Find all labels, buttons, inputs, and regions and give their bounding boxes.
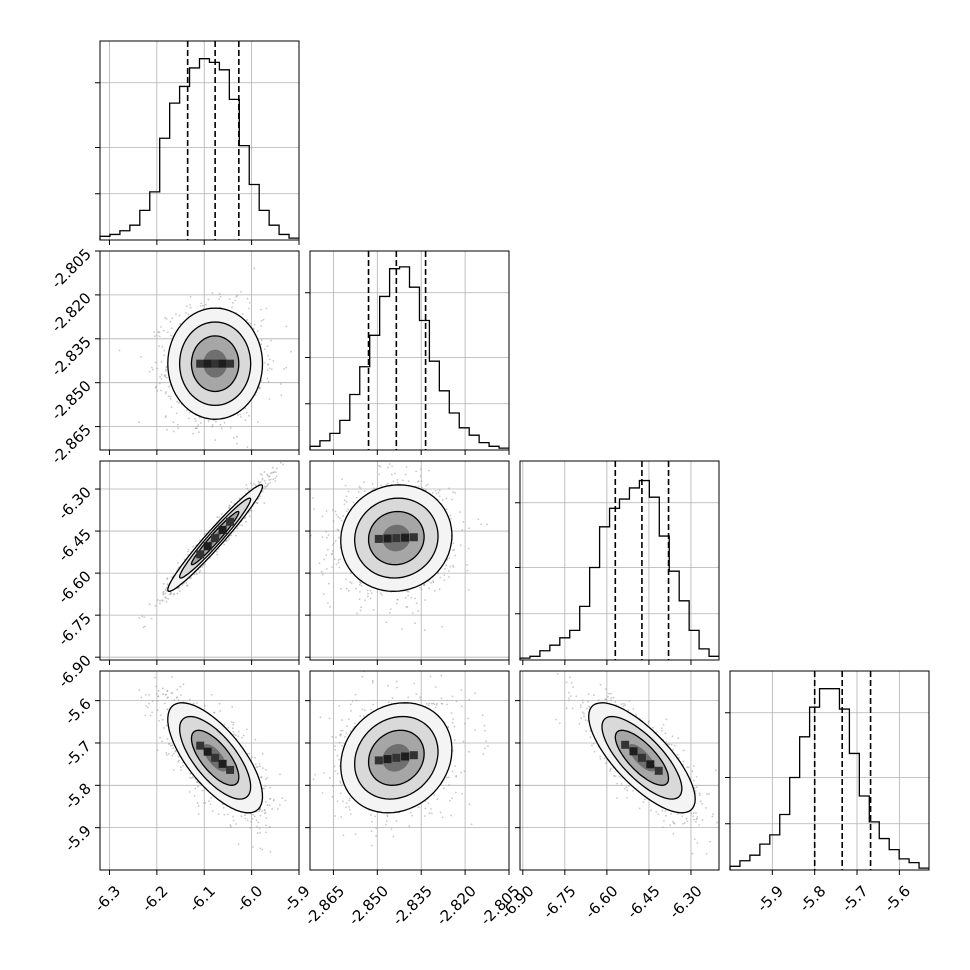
y-tick-label: -5.7 <box>61 737 94 770</box>
x-tick-label: -6.30 <box>666 882 706 922</box>
x-tick-label: -6.75 <box>539 882 579 922</box>
panel-frame <box>99 40 300 241</box>
panel-frame <box>729 670 930 871</box>
scatter-content <box>100 461 299 660</box>
x-tick-label: -6.60 <box>581 882 621 922</box>
scatter-content <box>100 671 299 870</box>
x-tick-label: -6.1 <box>186 882 219 915</box>
panel-frame <box>309 460 510 661</box>
density-core <box>196 741 235 774</box>
y-tick-label: -6.30 <box>55 483 95 523</box>
histogram-panel-p4: -5.9 -5.8 -5.7 -5.6 <box>725 670 930 915</box>
y-tick-label: -6.90 <box>55 651 95 691</box>
density-core <box>196 359 235 368</box>
panel-frame <box>99 250 300 451</box>
scatter-panel-p1-p4: -6.3 -6.2 -6.1 -6.0 -5.9-5.9-5.8-5.7-5.6 <box>61 670 314 915</box>
scatter-content <box>310 671 509 870</box>
histogram-step-line <box>309 266 509 450</box>
x-tick-label: -5.9 <box>754 882 787 915</box>
scatter-content <box>520 671 719 870</box>
y-tick-label: -2.865 <box>48 421 95 468</box>
x-tick-label: -5.8 <box>796 882 829 915</box>
y-tick-label: -6.75 <box>55 609 95 649</box>
y-tick-label: -6.45 <box>55 525 95 565</box>
histogram-step-line <box>99 58 299 240</box>
scatter-panel-p1-p2: -2.865-2.850-2.835-2.820-2.805 <box>48 245 300 468</box>
x-tick-label: -2.820 <box>433 882 480 929</box>
y-tick-label: -5.8 <box>61 779 94 812</box>
panels-layer: -5.9 -5.8 -5.7 -5.6-2.865-2.850-2.835-2.820… <box>48 40 930 929</box>
y-tick-label: -5.9 <box>61 822 94 855</box>
y-tick-label: -2.805 <box>48 245 95 292</box>
x-tick-label: -2.835 <box>389 882 436 929</box>
histogram-panel-p1 <box>95 40 300 245</box>
y-tick-label: -2.835 <box>48 333 95 380</box>
x-tick-label: -6.3 <box>91 882 124 915</box>
y-tick-label: -6.60 <box>55 567 95 607</box>
histogram-step-line <box>519 479 719 660</box>
x-tick-label: -6.45 <box>624 882 664 922</box>
scatter-content <box>100 251 299 450</box>
histogram-panel-p3 <box>515 460 720 665</box>
y-tick-label: -2.820 <box>48 289 95 336</box>
x-tick-label: -5.6 <box>881 882 914 915</box>
histogram-panel-p2 <box>305 250 510 455</box>
scatter-panel-p1-p3: -6.90-6.75-6.60-6.45-6.30 <box>55 460 300 691</box>
x-tick-label: -2.850 <box>345 882 392 929</box>
panel-frame <box>519 460 720 661</box>
scatter-content <box>310 461 509 660</box>
density-core <box>196 517 235 559</box>
x-tick-label: -2.865 <box>301 882 348 929</box>
x-tick-label: -6.2 <box>138 882 171 915</box>
x-tick-label: -5.7 <box>838 882 871 915</box>
scatter-panel-p2-p4: -2.865-2.850-2.835-2.820-2.805 <box>301 670 524 929</box>
scatter-panel-p3-p4: -6.90 -6.75 -6.60 -6.45 -6.30 <box>497 670 720 922</box>
histogram-step-line <box>729 688 929 870</box>
y-tick-label: -2.850 <box>48 377 95 424</box>
x-tick-label: -6.90 <box>497 882 537 922</box>
scatter-panel-p2-p3 <box>305 460 510 665</box>
panel-frame <box>519 670 720 871</box>
panel-frame <box>99 460 300 661</box>
x-tick-label: -6.0 <box>233 882 266 915</box>
panel-frame <box>99 670 300 871</box>
y-tick-label: -5.6 <box>61 695 94 728</box>
density-core <box>374 533 418 543</box>
density-core <box>621 740 663 775</box>
panel-frame <box>309 670 510 871</box>
panel-frame <box>309 250 510 451</box>
density-core <box>374 751 418 765</box>
